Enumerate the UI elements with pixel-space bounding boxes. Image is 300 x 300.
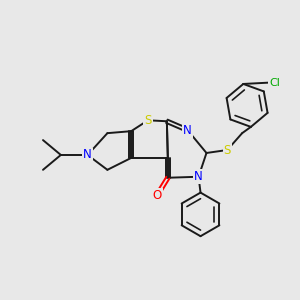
Text: N: N — [183, 124, 192, 137]
Text: S: S — [224, 143, 231, 157]
Text: S: S — [144, 114, 152, 127]
Text: O: O — [152, 189, 162, 202]
Text: N: N — [83, 148, 92, 161]
Text: Cl: Cl — [269, 78, 280, 88]
Text: N: N — [194, 170, 203, 183]
